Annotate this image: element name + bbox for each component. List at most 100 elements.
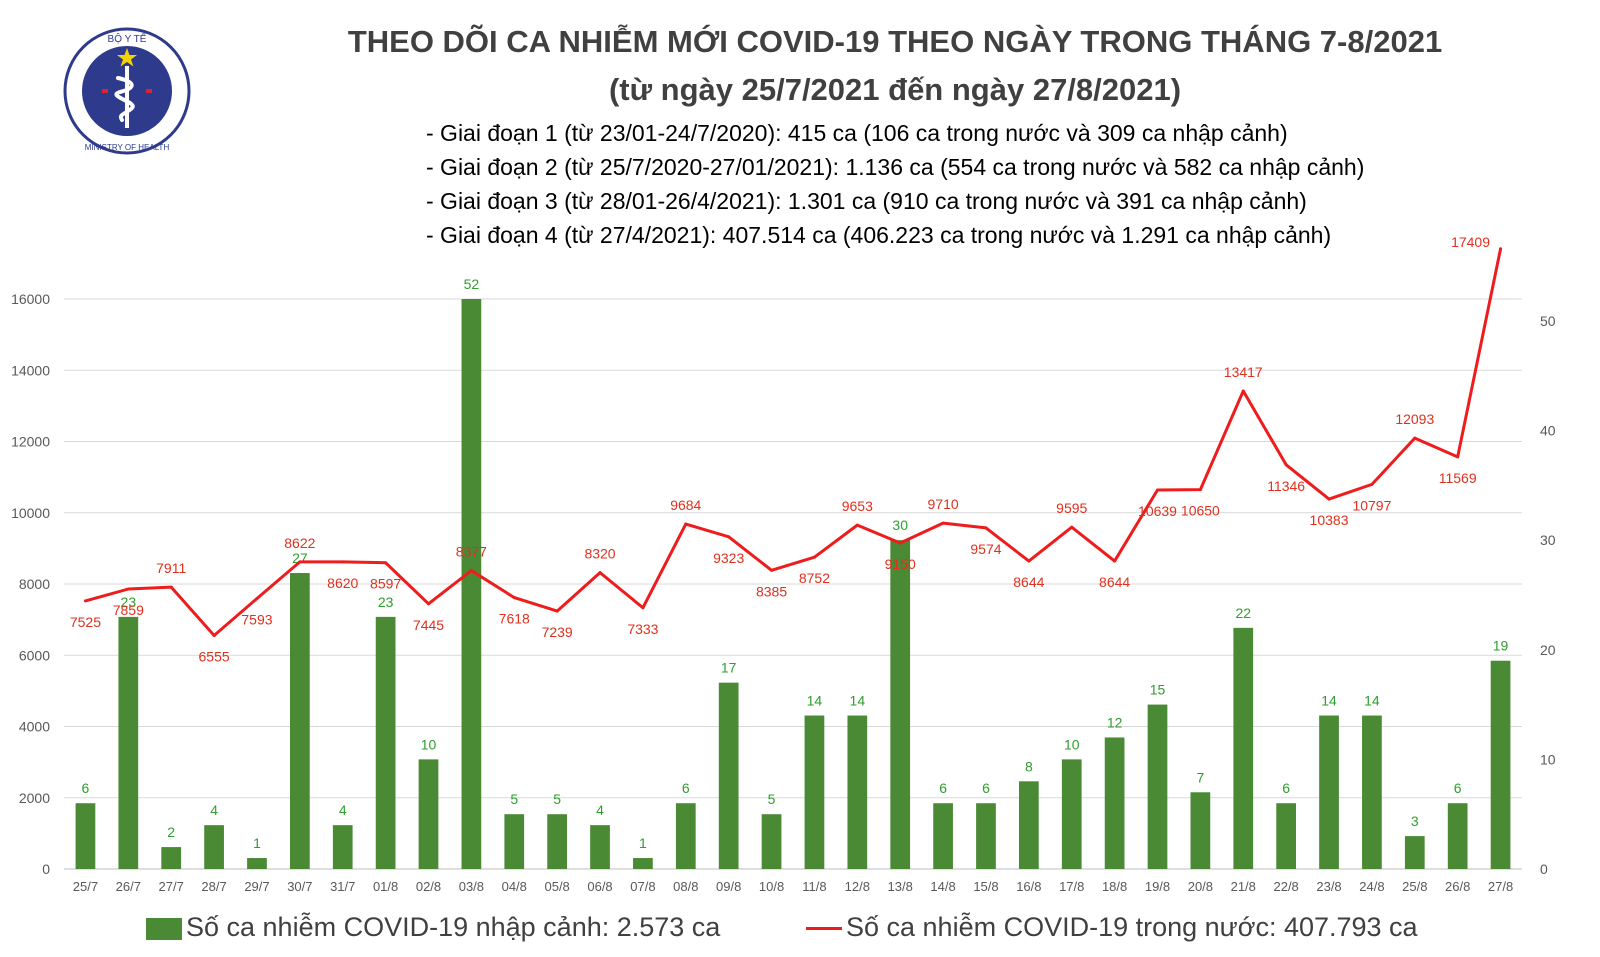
line-point [83,599,87,603]
y-right-tick-label: 0 [1540,861,1548,877]
line-point [1499,247,1503,251]
phase-4-text: - Giai đoạn 4 (từ 27/4/2021): 407.514 ca… [426,222,1332,248]
x-tick-label: 05/8 [544,879,569,894]
x-tick-label: 31/7 [330,879,355,894]
line-point [298,560,302,564]
x-tick-label: 20/8 [1188,879,1213,894]
line-data-label: 10383 [1310,512,1349,528]
y-left-tick-label: 8000 [19,576,50,592]
bar-data-label: 30 [892,517,908,533]
line-data-label: 10797 [1352,497,1391,513]
legend-bar-entry: Số ca nhiễm COVID-19 nhập cảnh: 2.573 ca [146,912,720,943]
line-data-label: 7911 [156,560,186,576]
line-point [1327,497,1331,501]
y-right-tick-label: 10 [1540,751,1556,767]
bar-data-label: 4 [210,802,218,818]
y-left-tick-label: 10000 [11,505,50,521]
x-tick-label: 11/8 [802,879,826,894]
bar-data-label: 23 [121,594,137,610]
y-left-tick-label: 6000 [19,647,50,663]
y-left-tick-label: 16000 [11,291,50,307]
bar-mark [289,573,310,869]
bar-data-label: 6 [939,780,947,796]
line-data-label: 7525 [70,614,101,630]
phase-2-text: - Giai đoạn 2 (từ 25/7/2020-27/01/2021):… [426,154,1365,180]
line-data-label: 7445 [413,617,444,633]
y-right-tick-label: 20 [1540,642,1556,658]
line-data-label: 9684 [670,497,701,513]
line-point [1284,463,1288,467]
x-tick-label: 30/7 [287,879,312,894]
line-point [1156,488,1159,492]
line-data-label: 17409 [1451,234,1490,250]
line-point [684,522,688,526]
bar-data-label: 22 [1235,605,1251,621]
bar-mark [933,803,953,869]
bar-data-label: 23 [378,594,394,610]
x-tick-label: 06/8 [587,879,612,894]
line-point [512,596,516,600]
y-left-tick-label: 12000 [11,434,50,450]
x-tick-label: 25/8 [1402,879,1427,894]
line-point [1456,455,1460,459]
line-data-label: 7333 [627,621,658,637]
x-tick-label: 28/7 [201,879,226,894]
line-point [169,585,173,589]
bar-mark [1276,803,1297,869]
y-left-tick-label: 14000 [11,362,50,378]
x-tick-label: 13/8 [888,879,913,894]
legend-line-entry: Số ca nhiễm COVID-19 trong nước: 407.793… [806,912,1418,943]
line-point [1070,525,1074,529]
y-right-tick-label: 40 [1540,423,1556,439]
x-tick-label: 21/8 [1231,879,1256,894]
line-series [85,248,1503,637]
line-data-label: 10639 [1138,503,1177,519]
line-point [641,606,645,610]
x-tick-label: 18/8 [1102,879,1127,894]
line-data-label: 7239 [542,624,573,640]
line-point [598,571,602,575]
y-left-tick-label: 2000 [19,790,50,806]
bar-mark [204,825,224,869]
line-point [1027,559,1031,563]
line-data-label: 9710 [928,496,959,512]
x-tick-label: 26/7 [116,879,141,894]
line-data-label: 10650 [1181,503,1220,519]
bar-data-label: 5 [510,791,518,807]
x-tick-label: 07/8 [630,879,655,894]
x-tick-label: 23/8 [1316,879,1341,894]
bar-data-label: 6 [1454,780,1462,796]
x-tick-label: 08/8 [673,879,698,894]
bar-mark [504,814,525,869]
logo-bottom-text: MINISTRY OF HEALTH [85,143,170,152]
bar-mark [461,299,482,869]
line-point [727,535,731,539]
bar-mark [675,803,696,869]
bar-mark [976,803,996,869]
bar-mark [332,825,353,869]
line-point [212,633,216,637]
x-tick-label: 24/8 [1359,879,1384,894]
bar-mark [804,715,825,869]
line-point [941,521,945,525]
bar-mark [418,759,439,869]
line-point [1241,389,1245,393]
line-data-label: 9653 [842,498,873,514]
bar-data-label: 19 [1493,638,1509,654]
ministry-of-health-logo: BỘ Y TẾ MINISTRY OF HEALTH [62,26,192,156]
line-point [427,602,430,606]
x-tick-label: 10/8 [759,879,784,894]
bar-mark [1447,803,1468,869]
bar-data-label: 3 [1411,813,1419,829]
bar-data-label: 8 [1025,758,1033,774]
line-data-label: 8385 [756,583,787,599]
legend-line-swatch [806,927,842,931]
line-data-label: 9595 [1056,500,1087,516]
bar-mark [1018,781,1039,869]
bar-data-label: 6 [1282,780,1290,796]
x-tick-label: 12/8 [845,879,870,894]
line-point [812,555,816,559]
bar-data-label: 1 [639,835,647,851]
line-data-label: 9150 [885,556,916,572]
x-tick-label: 15/8 [973,879,998,894]
